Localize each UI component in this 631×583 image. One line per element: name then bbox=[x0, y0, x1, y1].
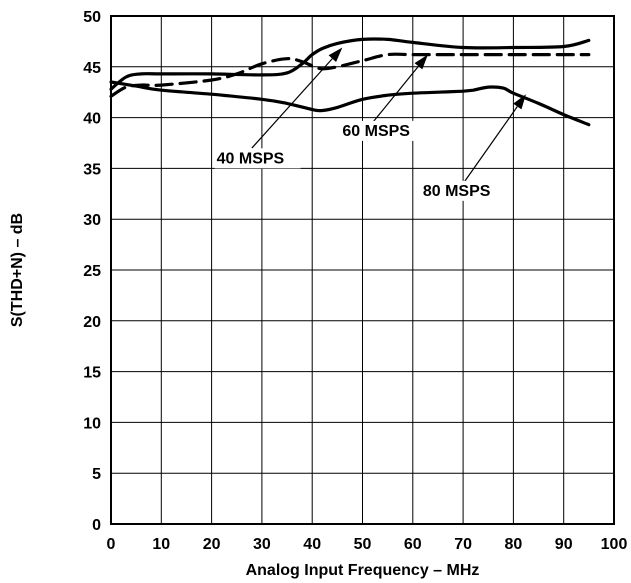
x-tick-label: 60 bbox=[404, 536, 422, 553]
arrow-head bbox=[513, 94, 526, 110]
plot-frame bbox=[110, 15, 615, 525]
y-tick-label: 10 bbox=[83, 415, 101, 432]
x-tick-label: 70 bbox=[454, 536, 472, 553]
y-tick-labels: 0 5 10 15 20 25 30 35 40 45 50 bbox=[83, 9, 101, 534]
y-tick-label: 30 bbox=[83, 212, 101, 229]
leader-line bbox=[251, 58, 333, 149]
y-tick-label: 35 bbox=[83, 161, 101, 178]
series-line-60-msps bbox=[109, 52, 591, 98]
y-tick-label: 0 bbox=[92, 517, 101, 534]
x-tick-label: 50 bbox=[354, 536, 372, 553]
series-curves bbox=[109, 37, 591, 127]
series-line-80-msps bbox=[109, 80, 591, 127]
y-tick-label: 5 bbox=[92, 466, 101, 483]
arrow-head bbox=[414, 54, 428, 70]
leader-line bbox=[372, 65, 419, 124]
x-tick-label: 90 bbox=[555, 536, 573, 553]
x-tick-label: 0 bbox=[107, 536, 116, 553]
y-tick-label: 40 bbox=[83, 111, 101, 128]
annotation-label-bg bbox=[214, 148, 301, 169]
y-tick-label: 15 bbox=[83, 365, 101, 382]
y-tick-label: 45 bbox=[83, 60, 101, 77]
x-tick-label: 40 bbox=[303, 536, 321, 553]
x-tick-labels: 0 10 20 30 40 50 60 70 80 90 100 bbox=[107, 536, 628, 553]
x-axis-label: Analog Input Frequency – MHz bbox=[246, 562, 480, 579]
arrow-head bbox=[328, 47, 343, 62]
series-annotations: 40 MSPS 60 MSPS 80 MSPS bbox=[214, 47, 526, 201]
x-tick-label: 20 bbox=[203, 536, 221, 553]
annotation-label: 60 MSPS bbox=[342, 123, 410, 140]
x-tick-label: 100 bbox=[601, 536, 628, 553]
y-tick-label: 50 bbox=[83, 9, 101, 26]
leader-line bbox=[462, 106, 518, 184]
x-tick-label: 30 bbox=[253, 536, 271, 553]
x-tick-label: 80 bbox=[505, 536, 523, 553]
y-tick-label: 20 bbox=[83, 314, 101, 331]
annotation-label-bg bbox=[420, 180, 507, 201]
y-tick-label: 25 bbox=[83, 263, 101, 280]
x-tick-label: 10 bbox=[152, 536, 170, 553]
annotation-label: 80 MSPS bbox=[423, 183, 491, 200]
annotation-label-bg bbox=[340, 120, 427, 141]
y-axis-label: S(THD+N) – dB bbox=[9, 213, 26, 327]
annotation-label: 40 MSPS bbox=[217, 150, 285, 167]
series-line-40-msps bbox=[109, 37, 591, 91]
